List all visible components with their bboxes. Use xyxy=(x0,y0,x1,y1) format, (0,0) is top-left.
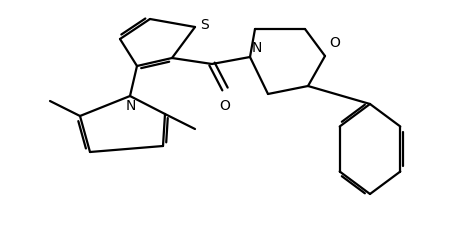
Text: S: S xyxy=(199,18,208,32)
Text: N: N xyxy=(252,41,262,55)
Text: O: O xyxy=(219,99,230,113)
Text: O: O xyxy=(328,36,339,50)
Text: N: N xyxy=(125,99,136,113)
